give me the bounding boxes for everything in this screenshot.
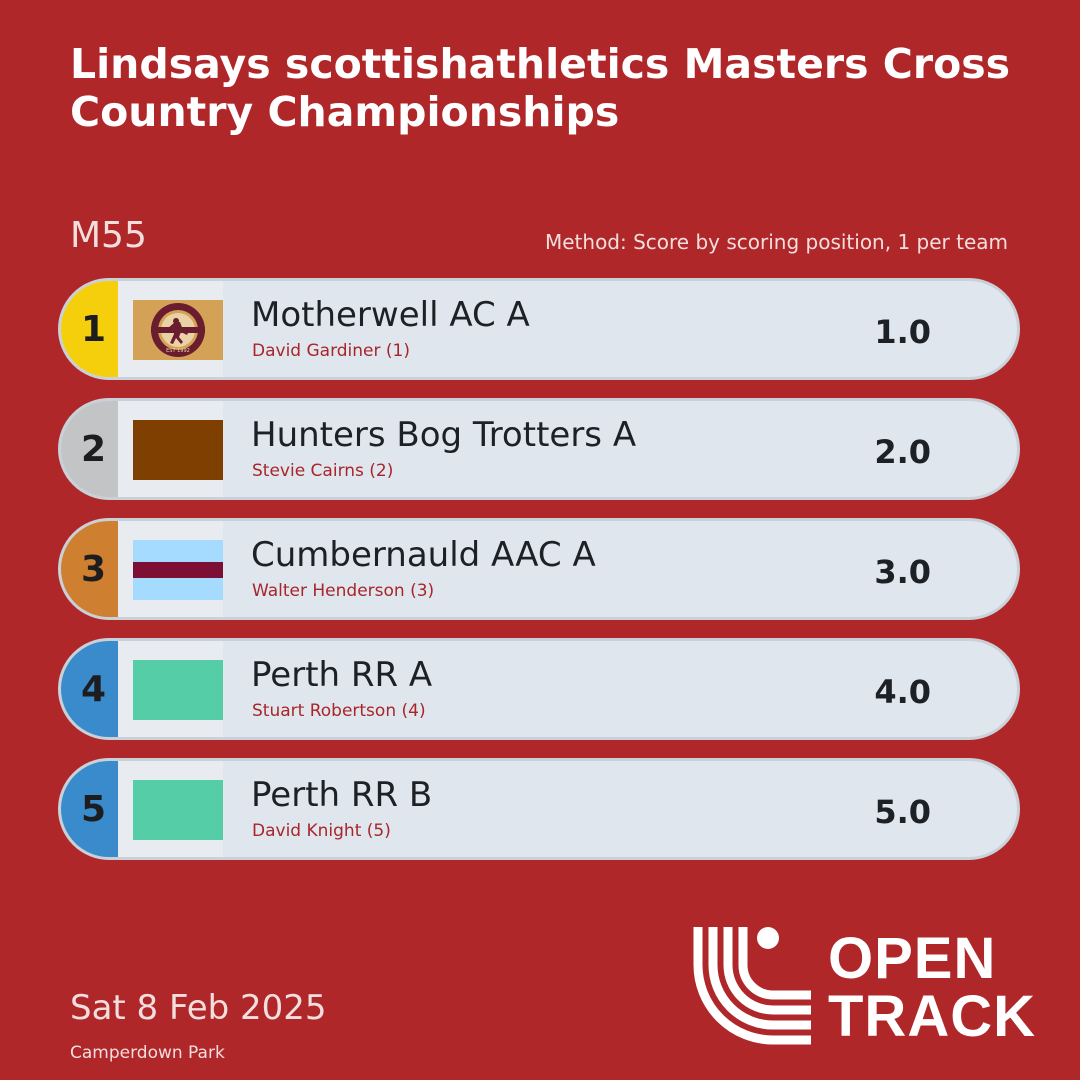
event-venue: Camperdown Park (70, 1043, 225, 1063)
opentrack-logo[interactable]: OPEN TRACK (693, 925, 1045, 1049)
result-row[interactable]: 4 Perth RR A Stuart Robertson (4) 4.0 (58, 638, 1020, 740)
rank-badge: 2 (61, 401, 118, 497)
logo-est-text: EST 1992 (166, 348, 190, 354)
page-title: Lindsays scottishathletics Masters Cross… (70, 40, 1011, 136)
team-score: 1.0 (874, 313, 931, 351)
brand-word-track: TRACK (828, 984, 1036, 1049)
rank-badge: 5 (61, 761, 118, 857)
club-color-swatch (133, 660, 223, 720)
athlete-name[interactable]: Stuart Robertson (4) (252, 701, 426, 721)
rank-badge: 3 (61, 521, 118, 617)
club-color-swatch (133, 420, 223, 480)
event-date: Sat 8 Feb 2025 (70, 988, 327, 1028)
club-color-swatch (133, 540, 223, 600)
team-name: Perth RR A (251, 655, 433, 695)
result-row[interactable]: 2 Hunters Bog Trotters A Stevie Cairns (… (58, 398, 1020, 500)
result-row[interactable]: 3 Cumbernauld AAC A Walter Henderson (3)… (58, 518, 1020, 620)
athlete-name[interactable]: David Gardiner (1) (252, 341, 410, 361)
rank-badge: 4 (61, 641, 118, 737)
team-name: Hunters Bog Trotters A (251, 415, 637, 455)
team-score: 2.0 (874, 433, 931, 471)
team-name: Cumbernauld AAC A (251, 535, 596, 575)
team-score: 3.0 (874, 553, 931, 591)
scoring-method: Method: Score by scoring position, 1 per… (544, 230, 1008, 254)
rank-badge: 1 (61, 281, 118, 377)
athlete-name[interactable]: David Knight (5) (252, 821, 391, 841)
team-name: Perth RR B (251, 775, 433, 815)
club-color-swatch (133, 780, 223, 840)
result-row[interactable]: 5 Perth RR B David Knight (5) 5.0 (58, 758, 1020, 860)
category-label: M55 (70, 215, 147, 256)
team-name: Motherwell AC A (251, 295, 530, 335)
team-score: 4.0 (874, 673, 931, 711)
brand-word-open: OPEN (828, 926, 997, 991)
athlete-name[interactable]: Stevie Cairns (2) (252, 461, 394, 481)
team-score: 5.0 (874, 793, 931, 831)
opentrack-logo-icon (693, 927, 811, 1045)
result-row[interactable]: 1 EST 1992 Motherwell AC A David Gardine… (58, 278, 1020, 380)
motherwell-club-badge-icon: EST 1992 (133, 300, 223, 360)
athlete-name[interactable]: Walter Henderson (3) (252, 581, 435, 601)
